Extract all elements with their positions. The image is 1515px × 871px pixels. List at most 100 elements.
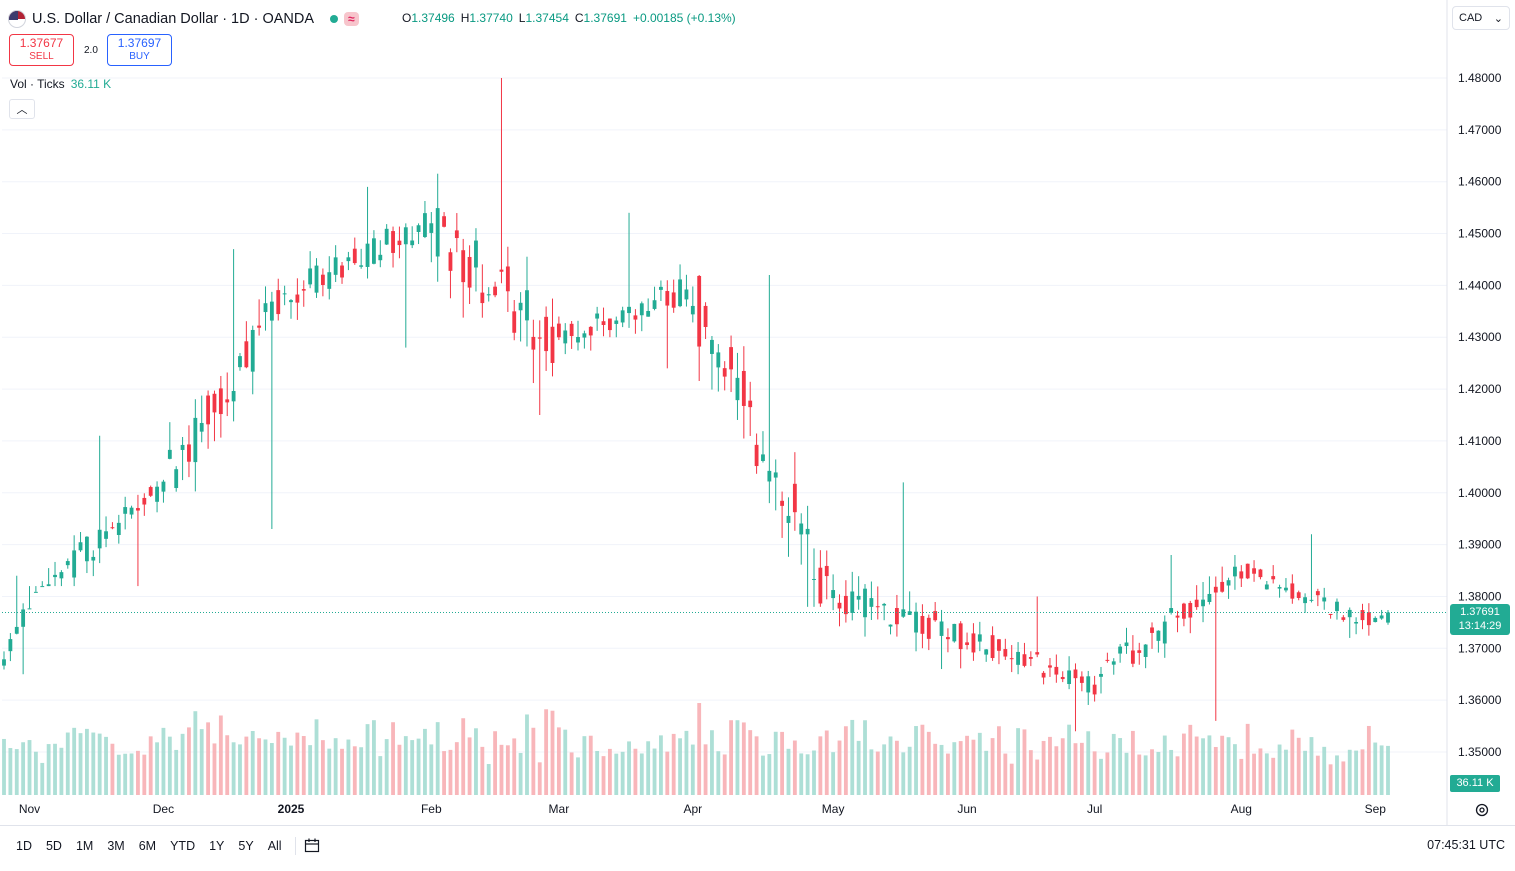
candle-body [308,268,313,285]
data-wave-icon[interactable]: ≈ [344,12,359,26]
candle-body [225,399,230,403]
collapse-legend-button[interactable]: ︿ [9,99,35,119]
candle-body [333,257,338,275]
volume-bar [875,751,880,795]
volume-bar [410,740,415,795]
volume-bar [1226,737,1231,795]
candle-body [1303,597,1308,604]
volume-bar [1335,755,1339,795]
candle-body [372,238,376,264]
volume-bar [1181,733,1186,795]
candle-body [1035,652,1040,655]
candle-body [1264,584,1269,590]
volume-bar [1315,755,1320,795]
candle-body [1328,613,1333,615]
sell-button[interactable]: 1.37677 SELL [9,34,74,66]
symbol-header: U.S. Dollar / Canadian Dollar · 1D · OAN… [8,8,359,30]
volume-bar [397,744,402,795]
candle-body [384,228,389,245]
time-tick-label: Sep [1365,802,1387,816]
volume-bar [990,738,995,795]
candle-body [601,321,606,325]
volume-bar [620,751,625,795]
volume-bar [1213,746,1218,795]
candle-body [569,323,574,337]
range-6m[interactable]: 6M [138,839,157,853]
candle-body [40,586,45,588]
volume-bar [697,703,702,795]
volume-bar [257,738,262,795]
candle-body [359,265,364,267]
volume-bar [767,754,772,795]
candle-body [697,275,702,347]
candle-body [295,294,300,303]
candle-body [486,294,491,296]
candle-body [1335,601,1339,612]
volume-bar [1328,764,1333,795]
market-open-status-icon[interactable] [330,15,339,23]
range-ytd[interactable]: YTD [170,839,196,853]
volume-bar [148,736,153,795]
candle-body [1150,627,1154,633]
candle-body [607,318,612,331]
volume-bar [863,720,867,795]
range-all[interactable]: All [267,839,282,853]
buy-button[interactable]: 1.37697 BUY [107,34,172,66]
candle-body [2,659,6,666]
volume-bar [684,730,689,795]
volume-bar [187,727,191,795]
candle-body [576,337,580,343]
volume-bar [946,753,950,795]
volume-bar [250,731,255,795]
volume-bar [167,736,172,795]
candle-body [703,305,708,328]
candle-body [110,527,115,529]
currency-select[interactable]: CAD ⌄ [1452,6,1510,30]
candle-body [843,595,848,615]
volume-bar [8,748,13,795]
candle-body [1041,672,1046,678]
candle-body [684,289,689,300]
volume-bar [1373,742,1378,795]
volume-value-label: 36.11 K [1450,775,1500,792]
volume-bar [499,744,504,795]
volume-bar [352,746,357,795]
range-1d[interactable]: 1D [16,839,32,853]
calendar-goto-icon[interactable] [304,838,322,854]
volume-bar [1290,729,1295,795]
volume-bar [97,733,102,795]
volume-legend[interactable]: Vol · Ticks 36.11 K [10,77,111,91]
candle-body [1366,612,1371,626]
range-5y[interactable]: 5Y [238,839,254,853]
candle-body [1105,659,1110,661]
candle-body [729,347,733,370]
low-value: 1.37454 [525,11,569,25]
range-1m[interactable]: 1M [75,839,94,853]
candle-body [716,352,721,368]
candle-body [773,472,778,478]
open-value: 1.37496 [411,11,455,25]
range-1y[interactable]: 1Y [209,839,225,853]
utc-clock[interactable]: 07:45:31 UTC [1427,838,1505,852]
volume-bar [576,757,580,795]
volume-bar [977,732,982,795]
symbol-title[interactable]: U.S. Dollar / Canadian Dollar · 1D · OAN… [32,11,315,27]
range-5d[interactable]: 5D [45,839,62,853]
candle-body [1207,593,1212,602]
range-3m[interactable]: 3M [107,839,125,853]
candle-body [78,542,83,551]
volume-bar [416,738,421,795]
candle-body [467,256,472,288]
candle-body [1220,581,1225,592]
us-flag-icon [8,10,26,28]
volume-bar [537,762,542,795]
ohlc-legend: O1.37496 H1.37740 L1.37454 C1.37691 +0.0… [402,11,736,25]
volume-bar [582,736,587,795]
volume-bar [518,752,523,795]
candle-body [850,591,855,613]
candle-body [824,565,829,577]
candle-body [518,302,523,311]
gear-icon[interactable] [1474,802,1490,818]
